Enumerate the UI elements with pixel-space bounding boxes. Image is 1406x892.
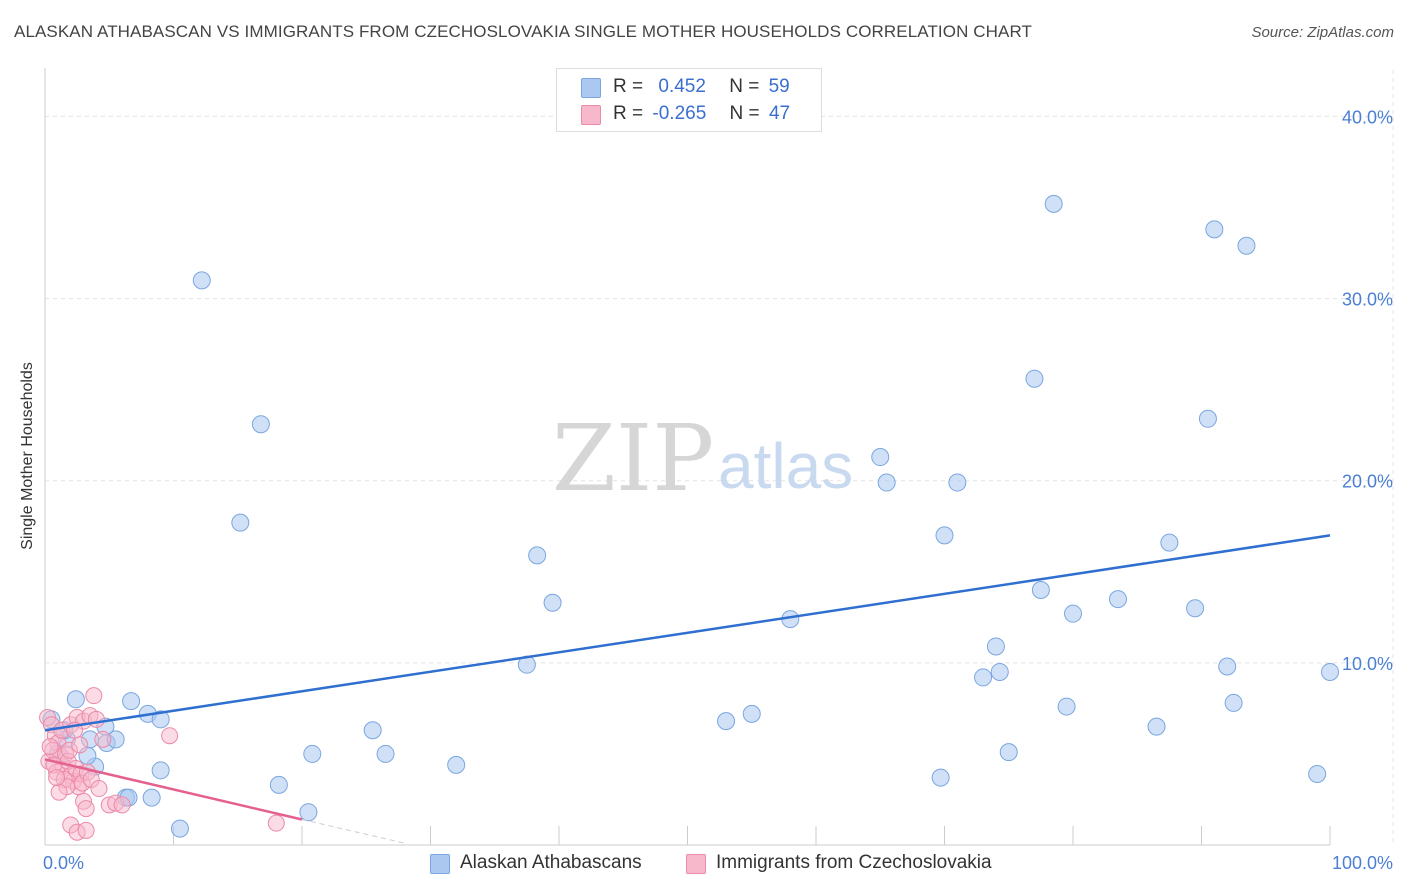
source-label: Source: ZipAtlas.com <box>1251 24 1394 41</box>
point-athabascan <box>1147 717 1166 736</box>
legend-r-value: 0.452 <box>658 76 706 97</box>
point-athabascan <box>151 761 170 780</box>
point-athabascan <box>1218 657 1237 676</box>
point-athabascan <box>122 692 141 711</box>
point-athabascan <box>170 819 189 838</box>
point-athabascan <box>231 513 250 532</box>
bottom-legend-czechoslovakia: Immigrants from Czechoslovakia <box>686 852 992 874</box>
watermark-zip: ZIP <box>552 405 714 512</box>
x-tick-label: 0.0% <box>43 853 84 873</box>
point-athabascan <box>251 415 270 434</box>
trend-line-czechoslovakia <box>44 758 303 821</box>
point-czechoslovakia <box>50 783 68 801</box>
point-czechoslovakia <box>113 796 131 814</box>
point-czechoslovakia <box>71 736 89 754</box>
point-czechoslovakia <box>267 814 285 832</box>
point-athabascan <box>742 704 761 723</box>
trend-line-athabascans <box>44 534 1331 732</box>
legend-n-label: N = <box>729 103 760 124</box>
point-athabascan <box>974 668 993 687</box>
legend-r-label: R = <box>613 103 644 124</box>
trend-line-czechoslovakia-extension <box>301 819 405 844</box>
point-athabascan <box>1057 697 1076 716</box>
legend-swatch-pink <box>581 105 601 125</box>
point-athabascan <box>717 712 736 731</box>
point-athabascan <box>192 271 211 290</box>
point-athabascan <box>1308 764 1327 783</box>
point-athabascan <box>1031 581 1050 599</box>
point-czechoslovakia <box>41 738 59 756</box>
point-athabascan <box>931 768 950 787</box>
legend-row-czechoslovakia: R = -0.265 N = 47 <box>581 103 791 125</box>
point-athabascan <box>299 803 318 822</box>
watermark-atlas: atlas <box>718 430 853 502</box>
legend-row-athabascans: R = 0.452 N = 59 <box>581 76 790 98</box>
y-tick-label: 30.0% <box>1342 290 1393 310</box>
point-athabascan <box>1064 604 1082 623</box>
point-athabascan <box>999 743 1018 762</box>
point-czechoslovakia <box>85 687 103 705</box>
point-czechoslovakia <box>77 821 95 839</box>
point-athabascan <box>528 546 547 565</box>
point-athabascan <box>151 710 170 729</box>
trend-lines <box>44 534 1331 844</box>
correlation-legend: R = 0.452 N = 59 R = -0.265 N = 47 <box>556 68 822 132</box>
point-czechoslovakia <box>48 769 66 787</box>
point-athabascan <box>1224 693 1243 712</box>
point-athabascan <box>1044 194 1063 213</box>
legend-r-label: R = <box>613 76 644 97</box>
bottom-legend-swatch-blue <box>430 854 450 874</box>
legend-n-value: 47 <box>768 103 791 124</box>
point-athabascan <box>363 721 382 740</box>
point-athabascan <box>1321 662 1339 681</box>
point-athabascan <box>877 473 896 492</box>
point-athabascan <box>1205 220 1224 239</box>
point-athabascan <box>871 448 890 467</box>
point-athabascan <box>1198 409 1217 428</box>
bottom-legend-label: Immigrants from Czechoslovakia <box>716 852 992 873</box>
point-czechoslovakia <box>161 727 179 745</box>
bottom-legend-label: Alaskan Athabascans <box>460 852 642 873</box>
point-czechoslovakia <box>94 730 112 748</box>
point-czechoslovakia <box>87 710 105 728</box>
bottom-legend-athabascans: Alaskan Athabascans <box>430 852 642 874</box>
point-athabascan <box>986 637 1005 656</box>
point-athabascan <box>935 526 954 545</box>
x-tick-label: 100.0% <box>1332 853 1393 873</box>
point-athabascan <box>1108 590 1127 609</box>
point-czechoslovakia <box>77 800 95 818</box>
point-athabascan <box>66 690 85 709</box>
point-athabascan <box>447 755 466 774</box>
legend-r-value: -0.265 <box>652 103 707 124</box>
legend-swatch-blue <box>581 78 601 98</box>
data-points <box>39 194 1339 841</box>
chart-title: ALASKAN ATHABASCAN VS IMMIGRANTS FROM CZ… <box>14 22 1033 41</box>
y-tick-label: 40.0% <box>1342 107 1393 127</box>
y-tick-label: 10.0% <box>1342 654 1393 674</box>
point-czechoslovakia <box>90 780 108 798</box>
point-athabascan <box>1160 533 1179 552</box>
point-athabascan <box>1237 236 1256 255</box>
legend-n-label: N = <box>729 76 760 97</box>
point-athabascan <box>1186 599 1205 618</box>
tick-labels: 10.0% 20.0% 30.0% 40.0% 0.0% 100.0% <box>43 107 1393 873</box>
legend-n-value: 59 <box>768 76 790 97</box>
point-athabascan <box>1025 369 1044 388</box>
point-athabascan <box>269 775 288 794</box>
watermark: ZIP atlas <box>552 405 853 512</box>
point-athabascan <box>543 593 562 612</box>
point-athabascan <box>948 473 967 492</box>
point-athabascan <box>142 788 161 807</box>
grid-lines <box>45 70 1394 845</box>
y-tick-label: 20.0% <box>1342 472 1393 492</box>
point-athabascan <box>376 744 395 763</box>
point-athabascan <box>303 744 322 763</box>
bottom-legend-swatch-pink <box>686 854 706 874</box>
point-athabascan <box>990 662 1009 681</box>
